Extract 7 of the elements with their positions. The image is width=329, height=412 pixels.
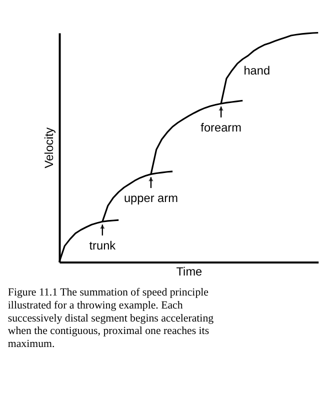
caption: Figure 11.1 The summation of speed principle illustrated for a throwing example. Each successively distal segment begins accelerating when the contiguous, proximal one reaches its maximum.	[8, 286, 214, 350]
annotation: trunk	[89, 238, 116, 252]
annotation: upper arm	[124, 190, 178, 205]
y-axis-title: Velocity	[42, 127, 56, 168]
annotation: forearm	[200, 120, 242, 134]
x-axis-title: Time	[176, 264, 203, 278]
annotation: hand	[244, 64, 270, 78]
